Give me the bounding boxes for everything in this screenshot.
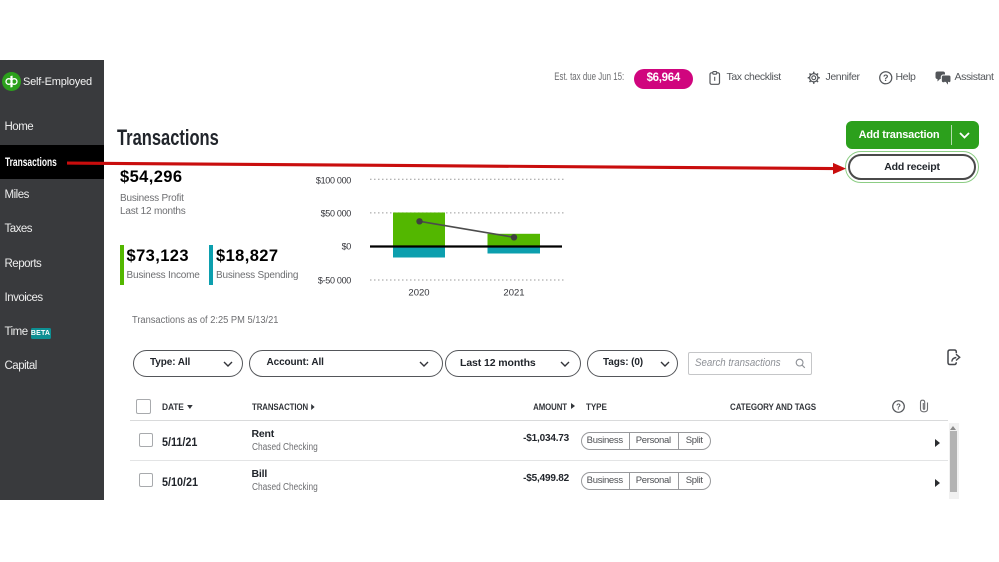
svg-text:2021: 2021	[503, 288, 524, 299]
svg-text:2020: 2020	[408, 288, 429, 299]
svg-text:$100 000: $100 000	[316, 176, 351, 186]
svg-text:$-50 000: $-50 000	[318, 275, 351, 285]
svg-text:?: ?	[883, 73, 889, 83]
svg-text:?: ?	[896, 403, 901, 412]
svg-text:$0: $0	[342, 242, 352, 252]
svg-text:$50 000: $50 000	[321, 209, 352, 219]
